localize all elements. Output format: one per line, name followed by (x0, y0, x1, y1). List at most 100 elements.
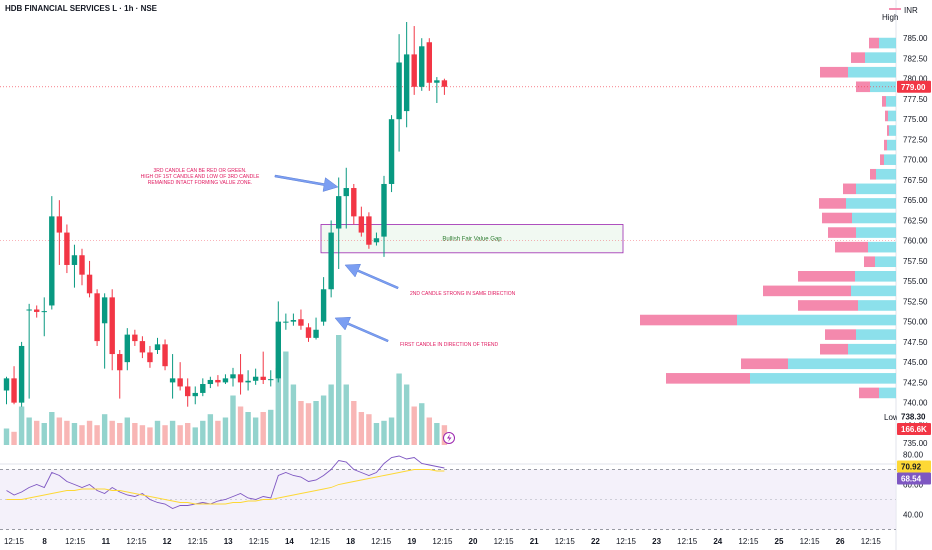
candle[interactable] (101, 293, 108, 369)
rsi-value-tag-bg (897, 460, 931, 473)
candle[interactable] (192, 386, 198, 405)
candle[interactable] (260, 351, 266, 385)
candle[interactable] (343, 167, 349, 229)
candle[interactable] (64, 224, 70, 274)
time-tick-label: 12:15 (188, 537, 209, 546)
candle[interactable] (358, 206, 365, 237)
candle[interactable] (336, 177, 342, 270)
candle[interactable] (441, 78, 448, 95)
candle[interactable] (366, 212, 372, 249)
candle[interactable] (268, 370, 274, 387)
candle-body (441, 80, 448, 87)
candle[interactable] (41, 297, 47, 337)
candle-body (117, 354, 123, 371)
candle[interactable] (56, 200, 63, 265)
volume-profile-sell-bar (828, 227, 856, 238)
candle[interactable] (275, 301, 281, 383)
candle-body (388, 119, 395, 184)
candle[interactable] (351, 183, 357, 225)
volume-bar (162, 425, 168, 445)
candle[interactable] (396, 34, 402, 152)
candle[interactable] (252, 368, 259, 385)
candle[interactable] (403, 22, 410, 128)
rsi-tick-label: 80.00 (903, 451, 924, 460)
volume-profile-buy-bar (856, 329, 896, 340)
rsi-value-tag: 70.92 (901, 463, 922, 472)
volume-profile-buy-bar (886, 96, 896, 107)
candle[interactable] (162, 339, 168, 371)
candle[interactable] (426, 38, 432, 91)
candle-body (215, 379, 221, 383)
candle[interactable] (86, 260, 93, 298)
candle[interactable] (34, 305, 40, 318)
volume-bar (328, 384, 334, 445)
candle[interactable] (434, 77, 440, 103)
candle[interactable] (200, 378, 206, 397)
candle[interactable] (26, 303, 32, 399)
volume-bar (222, 417, 229, 445)
volume-profile-sell-bar (887, 125, 889, 136)
candle[interactable] (298, 309, 304, 330)
time-tick-label: 12:15 (249, 537, 270, 546)
candle[interactable] (169, 354, 176, 399)
candle[interactable] (283, 313, 289, 330)
volume-profile-sell-bar (864, 256, 875, 268)
time-tick-label: 23 (652, 537, 661, 546)
candle[interactable] (230, 367, 236, 387)
candle[interactable] (388, 115, 395, 193)
candle[interactable] (313, 317, 319, 340)
rsi-tick-label: 40.00 (903, 511, 924, 520)
candle-body (245, 380, 251, 383)
candle[interactable] (117, 350, 123, 399)
candle[interactable] (18, 341, 25, 407)
candle[interactable] (419, 38, 425, 91)
candle[interactable] (124, 328, 130, 371)
volume-bar (79, 425, 85, 445)
candle[interactable] (215, 375, 221, 387)
candle[interactable] (320, 277, 327, 326)
candle[interactable] (290, 313, 297, 326)
candle[interactable] (139, 336, 146, 359)
candle-body (185, 386, 191, 397)
candle[interactable] (305, 323, 312, 342)
candle[interactable] (109, 289, 115, 371)
candle[interactable] (49, 196, 55, 310)
time-tick-label: 12:15 (494, 537, 515, 546)
candle-body (328, 232, 334, 290)
candle[interactable] (154, 337, 161, 355)
candle[interactable] (222, 374, 229, 385)
volume-bar (275, 368, 281, 445)
candle[interactable] (245, 370, 251, 391)
candle[interactable] (11, 366, 17, 405)
annotation-first-candle: FIRST CANDLE IN DIRECTION OF TREND (400, 342, 499, 348)
candle[interactable] (147, 345, 153, 368)
candle-body (132, 334, 138, 342)
annotation-second-candle: 2ND CANDLE STRONG IN SAME DIRECTION (410, 291, 516, 297)
candle[interactable] (79, 248, 85, 286)
candle[interactable] (185, 378, 191, 407)
candle[interactable] (94, 289, 100, 346)
candle-body (381, 183, 387, 237)
candle[interactable] (132, 329, 138, 346)
volume-bar (366, 414, 372, 445)
volume-bar (18, 406, 25, 445)
candle[interactable] (207, 376, 214, 389)
candle[interactable] (411, 26, 417, 95)
volume-bar (373, 423, 380, 445)
volume-bar (411, 406, 417, 445)
candle[interactable] (328, 220, 334, 298)
volume-bar (64, 420, 70, 445)
fair-value-gap-label: Bullish Fair Value Gap (442, 237, 502, 243)
candle[interactable] (71, 244, 78, 288)
candle-body (305, 327, 312, 338)
candle[interactable] (177, 362, 183, 391)
candle[interactable] (237, 354, 244, 395)
candle[interactable] (3, 376, 10, 405)
candle[interactable] (381, 175, 387, 257)
volume-profile-buy-bar (856, 183, 896, 195)
candle[interactable] (373, 232, 380, 246)
candle-body (222, 378, 229, 383)
volume-bar (313, 401, 319, 445)
candle-body (207, 379, 214, 385)
